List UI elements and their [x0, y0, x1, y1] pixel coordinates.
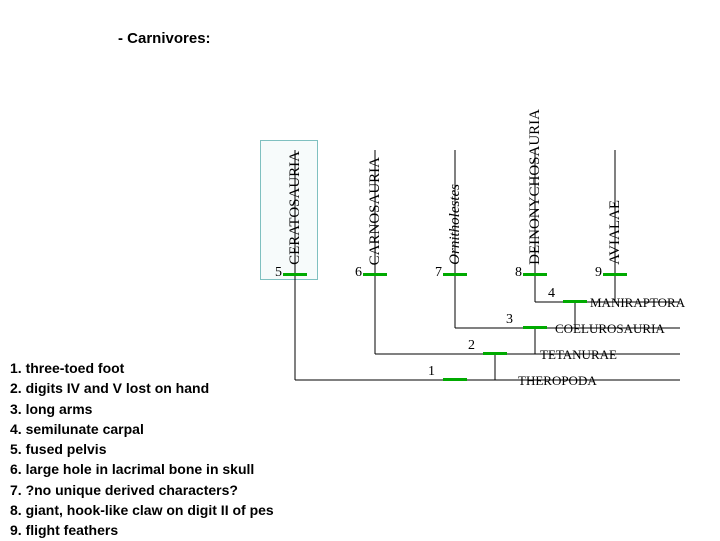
legend-item: 9. flight feathers: [10, 520, 274, 540]
legend-item: 1. three-toed foot: [10, 358, 274, 378]
synapomorphy-tick: [443, 273, 467, 276]
clade-label: THEROPODA: [518, 373, 597, 389]
synapomorphy-tick: [523, 273, 547, 276]
tip-number: 6: [355, 265, 362, 281]
taxon-label: CERATOSAURIA: [287, 151, 304, 265]
synapomorphy-tick: [563, 300, 587, 303]
synapomorphy-tick: [523, 326, 547, 329]
synapomorphy-tick: [363, 273, 387, 276]
clade-label: TETANURAE: [540, 347, 617, 363]
node-number: 1: [428, 364, 435, 380]
clade-label: COELUROSAURIA: [555, 321, 665, 337]
legend-item: 6. large hole in lacrimal bone in skull: [10, 459, 274, 479]
legend-item: 4. semilunate carpal: [10, 419, 274, 439]
clade-label: MANIRAPTORA: [590, 295, 685, 311]
taxon-label: Ornitholestes: [447, 184, 464, 265]
taxon-label: DEINONYCHOSAURIA: [527, 109, 544, 265]
legend-item: 3. long arms: [10, 399, 274, 419]
node-number: 4: [548, 286, 555, 302]
tip-number: 9: [595, 265, 602, 281]
tip-number: 8: [515, 265, 522, 281]
character-legend: 1. three-toed foot 2. digits IV and V lo…: [10, 358, 274, 541]
page-title: - Carnivores:: [118, 30, 211, 47]
node-number: 2: [468, 338, 475, 354]
legend-item: 2. digits IV and V lost on hand: [10, 378, 274, 398]
legend-item: 7. ?no unique derived characters?: [10, 480, 274, 500]
taxon-label: AVIALAE: [607, 200, 624, 265]
taxon-label: CARNOSAURIA: [367, 157, 384, 265]
synapomorphy-tick: [283, 273, 307, 276]
cladogram: CERATOSAURIA 5 CARNOSAURIA 6 Ornitholestes 7 D…: [240, 80, 680, 400]
node-number: 3: [506, 312, 513, 328]
tip-number: 5: [275, 265, 282, 281]
synapomorphy-tick: [443, 378, 467, 381]
legend-item: 5. fused pelvis: [10, 439, 274, 459]
tip-number: 7: [435, 265, 442, 281]
synapomorphy-tick: [483, 352, 507, 355]
legend-item: 8. giant, hook-like claw on digit II of …: [10, 500, 274, 520]
synapomorphy-tick: [603, 273, 627, 276]
